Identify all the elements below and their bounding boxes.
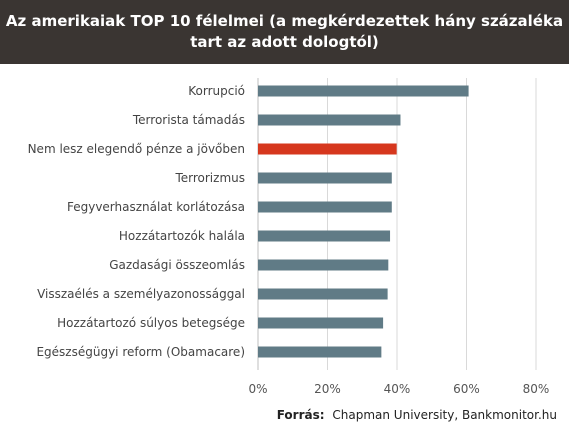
- category-label: Gazdasági összeomlás: [109, 258, 245, 272]
- x-tick-label: 20%: [314, 382, 341, 396]
- category-label: Hozzátartozó súlyos betegsége: [57, 316, 245, 330]
- category-label: Egészségügyi reform (Obamacare): [36, 345, 245, 359]
- source-text: Chapman University, Bankmonitor.hu: [332, 408, 557, 422]
- bar: [258, 85, 469, 97]
- category-label: Terrorizmus: [174, 171, 245, 185]
- bar-chart-svg: Korrupció Terrorista támadás Nem lesz eleg…: [28, 78, 549, 396]
- source-note: Forrás: Chapman University, Bankmonitor.…: [277, 408, 557, 422]
- bars: [258, 85, 469, 358]
- x-tick-label: 0%: [248, 382, 267, 396]
- x-tick-label: 60%: [453, 382, 480, 396]
- category-label: Nem lesz elegendő pénze a jövőben: [28, 142, 245, 156]
- category-label: Korrupció: [188, 84, 245, 98]
- bar: [258, 201, 392, 213]
- category-label: Hozzátartozók halála: [119, 229, 245, 243]
- bar: [258, 230, 391, 242]
- source-label: Forrás:: [276, 408, 325, 422]
- category-label: Visszaélés a személyazonossággal: [37, 287, 245, 301]
- chart-area: Korrupció Terrorista támadás Nem lesz eleg…: [0, 64, 569, 404]
- chart-title-line-2: tart az adott dologtól): [190, 33, 379, 51]
- x-axis-tick-labels: 0% 20% 40% 60% 80%: [248, 382, 549, 396]
- x-tick-label: 40%: [384, 382, 411, 396]
- chart-title: Az amerikaiak TOP 10 félelmei (a megkérd…: [0, 0, 569, 64]
- bar: [258, 114, 401, 126]
- bar: [258, 317, 384, 329]
- category-label: Fegyverhasználat korlátozása: [67, 200, 245, 214]
- x-tick-label: 80%: [523, 382, 550, 396]
- bar: [258, 259, 389, 271]
- category-label: Terrorista támadás: [132, 113, 245, 127]
- bar: [258, 346, 382, 358]
- category-labels: Korrupció Terrorista támadás Nem lesz eleg…: [28, 84, 245, 359]
- bar: [258, 288, 388, 300]
- bar: [258, 172, 392, 184]
- bar: [258, 143, 397, 155]
- chart-title-line-1: Az amerikaiak TOP 10 félelmei (a megkérd…: [5, 12, 564, 30]
